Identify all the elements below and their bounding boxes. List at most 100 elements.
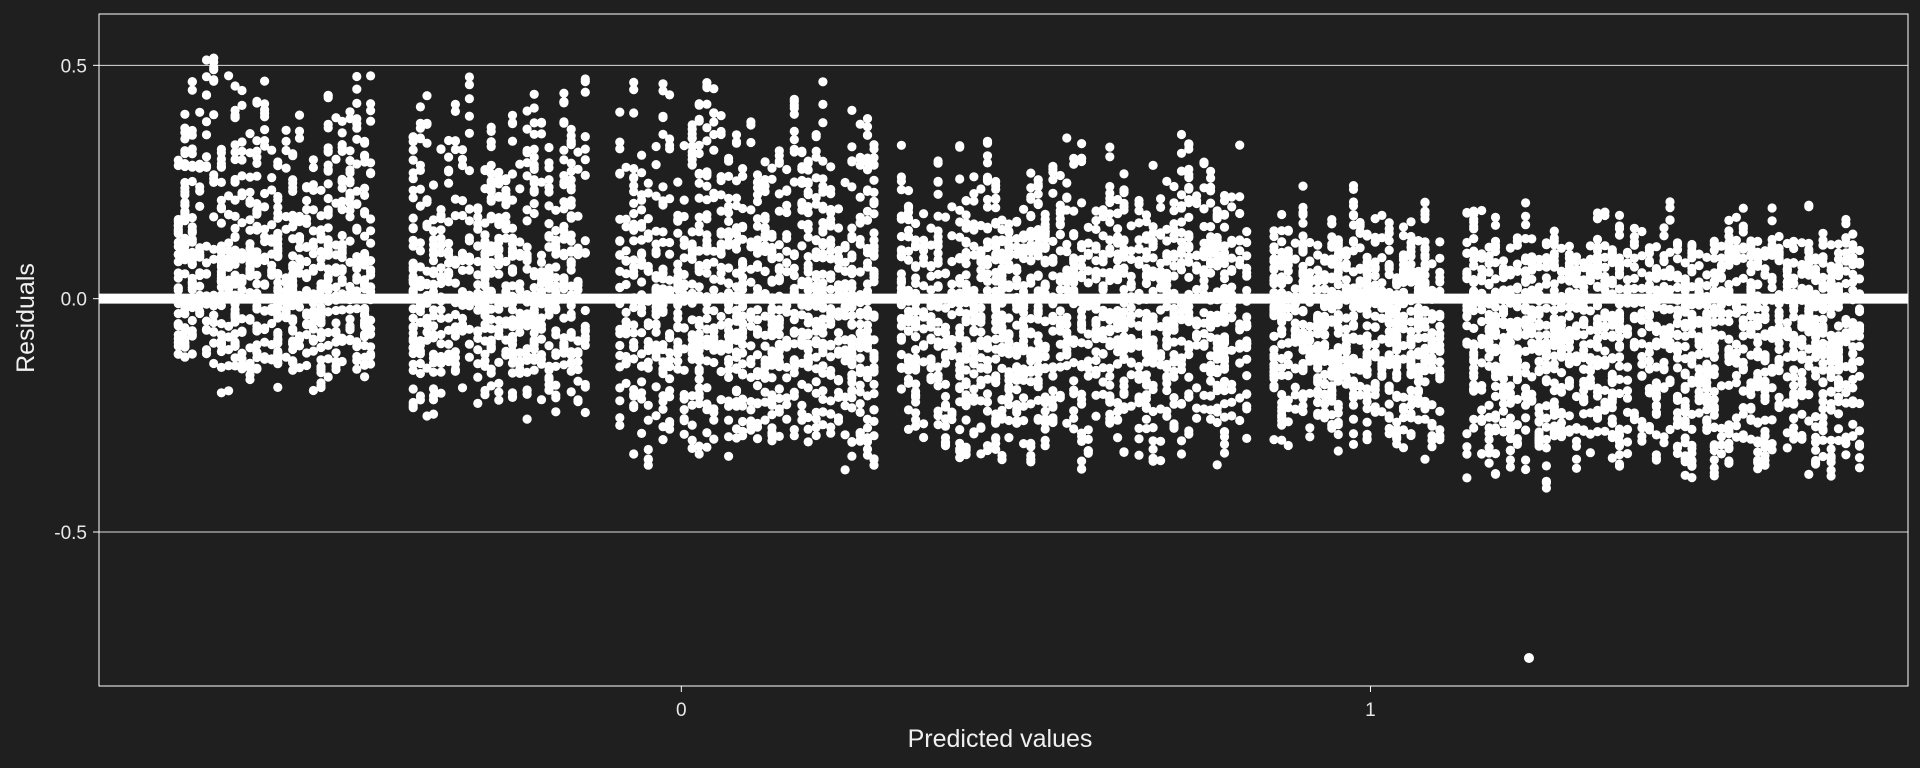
data-point bbox=[1333, 245, 1343, 255]
data-point bbox=[1012, 249, 1022, 259]
data-point bbox=[1184, 212, 1194, 222]
data-point bbox=[1370, 322, 1380, 332]
data-point bbox=[911, 332, 921, 342]
data-point bbox=[201, 324, 212, 334]
data-point bbox=[774, 384, 784, 394]
data-point bbox=[1169, 206, 1179, 216]
data-point bbox=[940, 402, 951, 412]
data-point bbox=[643, 178, 653, 188]
data-point bbox=[1384, 423, 1394, 434]
data-point bbox=[1333, 417, 1343, 427]
data-point bbox=[738, 325, 748, 336]
data-point bbox=[345, 314, 355, 324]
data-point bbox=[337, 305, 347, 315]
data-point bbox=[826, 352, 836, 362]
data-point bbox=[507, 267, 518, 277]
data-point bbox=[1206, 360, 1216, 370]
data-point bbox=[1033, 199, 1043, 209]
data-point bbox=[408, 359, 418, 369]
data-point bbox=[1348, 201, 1359, 211]
data-point bbox=[252, 146, 262, 156]
data-point bbox=[826, 204, 836, 215]
data-point bbox=[1048, 326, 1058, 336]
data-point bbox=[294, 363, 305, 373]
data-point bbox=[473, 203, 483, 213]
data-point bbox=[1206, 268, 1216, 278]
data-point bbox=[694, 364, 704, 374]
data-point bbox=[237, 146, 247, 156]
data-point bbox=[486, 137, 496, 147]
data-point bbox=[464, 80, 474, 90]
data-point bbox=[679, 429, 689, 439]
data-point bbox=[1169, 399, 1179, 409]
data-point bbox=[760, 211, 770, 221]
data-point bbox=[1219, 222, 1230, 232]
data-point bbox=[580, 305, 590, 316]
data-point bbox=[1105, 327, 1115, 337]
data-point bbox=[536, 334, 547, 344]
data-point bbox=[1033, 308, 1043, 318]
data-point bbox=[187, 226, 197, 236]
data-point bbox=[991, 378, 1001, 388]
data-point bbox=[415, 246, 425, 256]
data-point bbox=[1176, 248, 1187, 259]
data-point bbox=[811, 146, 821, 156]
data-point bbox=[366, 238, 376, 248]
data-point bbox=[1192, 383, 1202, 393]
data-point bbox=[969, 196, 979, 206]
data-point bbox=[245, 370, 255, 380]
data-point bbox=[1083, 434, 1093, 444]
data-point bbox=[933, 226, 943, 236]
data-point bbox=[774, 316, 784, 326]
data-point bbox=[1126, 370, 1136, 380]
data-point bbox=[1055, 306, 1065, 316]
data-point bbox=[1162, 249, 1172, 259]
data-point bbox=[308, 180, 318, 190]
data-point bbox=[1235, 323, 1245, 333]
data-point bbox=[760, 175, 770, 185]
data-point bbox=[1091, 216, 1101, 226]
data-point bbox=[252, 136, 262, 146]
data-point bbox=[1192, 340, 1202, 350]
data-point bbox=[1184, 257, 1194, 267]
data-point bbox=[288, 221, 298, 231]
data-point bbox=[1148, 160, 1158, 170]
data-point bbox=[457, 383, 468, 393]
data-point bbox=[436, 248, 446, 258]
data-point bbox=[1269, 360, 1279, 370]
data-point bbox=[529, 344, 539, 354]
data-point bbox=[847, 437, 857, 447]
data-point bbox=[760, 355, 770, 365]
data-point bbox=[1077, 254, 1087, 264]
data-point bbox=[551, 244, 561, 255]
data-point bbox=[1333, 364, 1343, 374]
data-point bbox=[323, 146, 333, 156]
data-point bbox=[1105, 315, 1115, 325]
data-point bbox=[323, 245, 333, 256]
data-point bbox=[855, 160, 865, 170]
data-point bbox=[940, 379, 951, 389]
data-point bbox=[687, 391, 697, 401]
data-point bbox=[1227, 202, 1237, 212]
data-point bbox=[1462, 442, 1472, 452]
data-point bbox=[230, 353, 240, 363]
data-point bbox=[991, 371, 1001, 381]
data-point bbox=[658, 129, 668, 139]
data-point bbox=[1069, 413, 1079, 423]
data-point bbox=[494, 378, 504, 388]
data-point bbox=[1362, 231, 1372, 241]
data-point bbox=[1277, 237, 1287, 247]
data-point bbox=[494, 395, 504, 405]
data-point bbox=[840, 392, 850, 402]
data-point bbox=[1341, 263, 1351, 273]
data-point bbox=[903, 186, 914, 196]
data-point bbox=[1119, 324, 1129, 334]
data-point bbox=[201, 258, 212, 268]
data-point bbox=[1435, 253, 1445, 263]
data-point bbox=[637, 256, 647, 266]
data-point bbox=[629, 266, 639, 277]
data-point bbox=[976, 423, 986, 433]
data-point bbox=[1148, 380, 1158, 390]
data-point bbox=[702, 334, 712, 344]
data-point bbox=[1126, 246, 1136, 256]
